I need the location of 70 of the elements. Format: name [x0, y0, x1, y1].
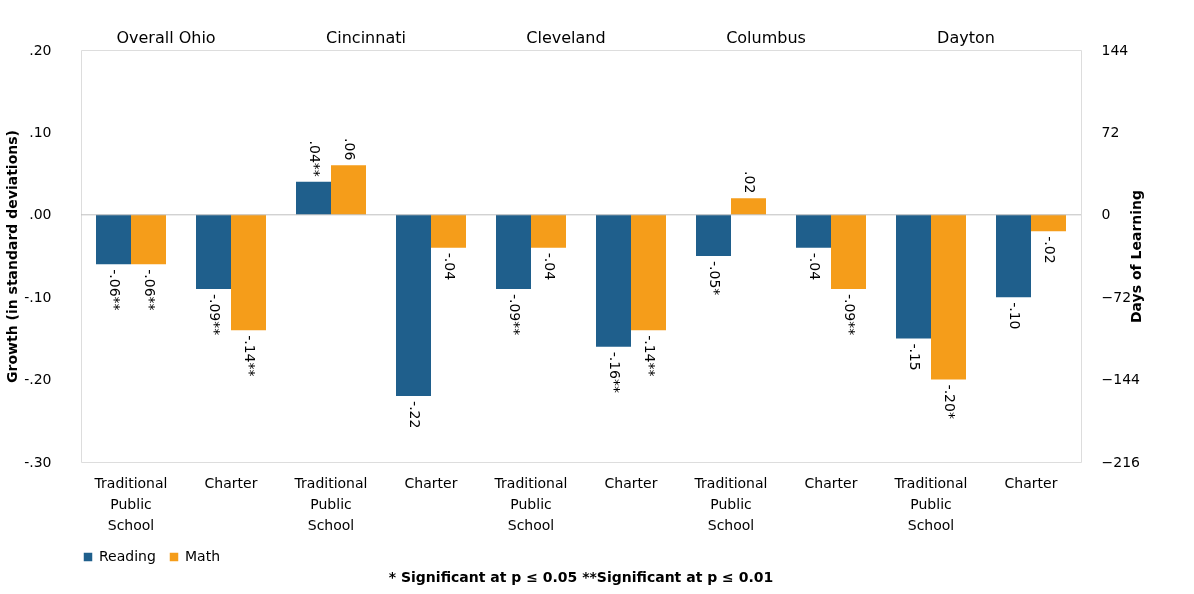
- legend-label: Reading: [99, 548, 156, 564]
- text: Cleveland: [526, 28, 606, 47]
- y-tick-label: .20: [29, 41, 52, 58]
- data-label: .02: [741, 171, 758, 194]
- data-label: -.14**: [241, 335, 258, 377]
- data-label: -.22: [406, 401, 423, 429]
- text: Overall Ohio: [116, 28, 216, 47]
- data-label: .04**: [306, 140, 323, 177]
- y2-tick-label: 0: [1101, 206, 1111, 223]
- bar: [596, 214, 631, 347]
- bar: [296, 181, 331, 215]
- text: Dayton: [937, 28, 995, 47]
- bar: [396, 214, 431, 397]
- x-tick-label: Traditional Public School: [93, 474, 168, 533]
- data-label: -.04: [541, 252, 558, 281]
- y2-tick-label: 72: [1101, 123, 1120, 140]
- bar: [131, 214, 166, 265]
- x-tick-label: Charter: [1004, 474, 1058, 491]
- x-tick-label: Traditional Public School: [293, 474, 368, 533]
- data-label: -.10: [1006, 302, 1023, 330]
- text: Cincinnati: [326, 28, 406, 47]
- data-label: -.20*: [941, 384, 958, 419]
- data-label: .06: [341, 138, 358, 161]
- bar: [996, 214, 1031, 298]
- y2-tick-label: −216: [1101, 453, 1141, 470]
- bar: [631, 214, 666, 331]
- data-label: -.14**: [641, 335, 658, 377]
- text: * Significant at p ≤ 0.05 **Significant at p ≤ 0.01: [388, 569, 774, 585]
- data-label: -.06**: [106, 269, 123, 311]
- bar: [796, 214, 831, 248]
- x-tick-label: Charter: [604, 474, 658, 491]
- data-label: -.09**: [506, 293, 523, 336]
- y-tick-label: .00: [29, 206, 52, 223]
- bar: [931, 214, 966, 380]
- bar: [696, 214, 731, 256]
- data-label: -.05*: [706, 261, 723, 296]
- bar: [831, 214, 866, 289]
- bar: [731, 198, 766, 215]
- data-label: -.15: [906, 343, 923, 371]
- x-tick-label: Charter: [804, 474, 858, 491]
- text: Columbus: [726, 28, 806, 47]
- x-tick-label: Charter: [204, 474, 258, 491]
- y-tick-label: -.10: [24, 288, 52, 305]
- data-label: -.06**: [141, 269, 158, 311]
- x-tick-label: Charter: [404, 474, 458, 491]
- y2-tick-label: −144: [1101, 371, 1141, 388]
- y-tick-label: .10: [29, 123, 52, 140]
- data-label: -.02: [1041, 236, 1058, 264]
- y-tick-label: -.20: [24, 371, 52, 388]
- bar: [231, 214, 266, 331]
- data-label: -.04: [806, 252, 823, 281]
- bar: [531, 214, 566, 248]
- bar: [1031, 214, 1066, 232]
- bar: [496, 214, 531, 289]
- bar: [331, 165, 366, 215]
- bar: [96, 214, 131, 265]
- bar: [196, 214, 231, 289]
- data-label: -.04: [441, 252, 458, 281]
- data-label: -.09**: [206, 293, 223, 336]
- legend-label: Math: [185, 548, 221, 564]
- x-tick-label: Traditional Public School: [493, 474, 568, 533]
- y2-tick-label: 144: [1101, 41, 1129, 58]
- y-axis-title: Growth (in standard deviations): [4, 130, 21, 383]
- bar: [896, 214, 931, 339]
- bar: [431, 214, 466, 248]
- x-tick-label: Traditional Public School: [693, 474, 768, 533]
- x-tick-label: Traditional Public School: [893, 474, 968, 533]
- data-label: -.16**: [606, 351, 623, 393]
- y-tick-label: -.30: [24, 453, 52, 470]
- data-label: -.09**: [841, 293, 858, 336]
